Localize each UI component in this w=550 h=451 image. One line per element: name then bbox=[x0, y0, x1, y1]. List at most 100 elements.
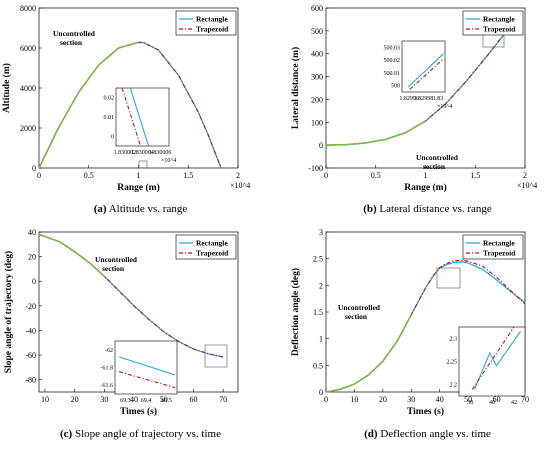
y-tick-label: 6000 bbox=[20, 44, 36, 53]
inset-x-tick-label: 42 bbox=[511, 400, 517, 406]
inset-series-trapezoid bbox=[121, 87, 142, 147]
inset-frame bbox=[458, 326, 526, 397]
legend-label-rectangle: Rectangle bbox=[196, 239, 228, 248]
uncontrolled-section-line bbox=[38, 41, 139, 169]
legend-label-trapezoid: Trapezoid bbox=[483, 25, 516, 34]
x-tick-label: 60 bbox=[189, 395, 197, 404]
inset-series-rectangle bbox=[129, 87, 150, 147]
inset-y-tick-label: 500.03 bbox=[384, 45, 401, 51]
inset-y-tick-label: 500.02 bbox=[384, 58, 401, 64]
y-tick-label: -80 bbox=[25, 376, 36, 385]
legend-label-trapezoid: Trapezoid bbox=[196, 249, 229, 258]
legend-box bbox=[175, 10, 237, 36]
inset-series-rectangle bbox=[407, 53, 444, 88]
y-tick-label: 0.5 bbox=[313, 361, 323, 370]
y-tick-label: 0 bbox=[32, 164, 36, 173]
uncontrolled-section-line bbox=[325, 120, 426, 146]
y-axis-label: Altitude (m) bbox=[1, 63, 12, 113]
legend-label-rectangle: Rectangle bbox=[483, 239, 515, 248]
y-tick-label: 100 bbox=[311, 118, 323, 127]
uncontrolled-section-line bbox=[325, 314, 413, 393]
inset-y-tick-label: -62 bbox=[105, 348, 113, 354]
x-tick-label: 0.5 bbox=[84, 171, 94, 180]
zoom-box bbox=[436, 267, 461, 289]
inset-x-multiplier: ×10^4 bbox=[437, 104, 452, 110]
annotation-text: Uncontrolled bbox=[53, 29, 96, 38]
chart-a: 0 0.5 1 1.5 2 0 2000 4000 6000 8000 ×10^4 Range (m)… bbox=[1, 4, 250, 215]
x-tick-label: 50 bbox=[464, 395, 472, 404]
x-axis-label: Range (m) bbox=[404, 182, 446, 193]
caption-text: Lateral distance vs. range bbox=[377, 203, 492, 215]
caption-letter: (a) bbox=[94, 203, 107, 215]
y-tick-label: 1.5 bbox=[313, 308, 323, 317]
inset-y-tick-label: 2.25 bbox=[447, 360, 458, 366]
inset-series-rectangle bbox=[118, 356, 176, 376]
caption-b: (b) Lateral distance vs. range bbox=[363, 203, 492, 215]
y-tick-label: 1 bbox=[319, 335, 323, 344]
inset-x-tick-label: 1.830004 bbox=[131, 150, 154, 156]
inset-y-tick-label: 0.01 bbox=[104, 115, 115, 121]
inset-x-tick-label: 69.5 bbox=[161, 398, 172, 404]
uncontrolled-section-line bbox=[38, 233, 105, 277]
inset-y-tick-label: 0 bbox=[111, 134, 114, 140]
x-tick-label: 0 bbox=[37, 171, 41, 180]
x-tick-label: 10 bbox=[350, 395, 358, 404]
annotation-text: Uncontrolled bbox=[95, 255, 138, 264]
inset-series-trapezoid bbox=[409, 58, 444, 90]
y-tick-label: 8000 bbox=[20, 4, 36, 13]
caption-letter: (c) bbox=[60, 428, 73, 440]
x-tick-label: 40 bbox=[130, 395, 138, 404]
x-tick-label: 30 bbox=[100, 395, 108, 404]
y-tick-label: -20 bbox=[25, 302, 36, 311]
x-tick-label: 60 bbox=[493, 395, 501, 404]
y-tick-label: 400 bbox=[311, 50, 323, 59]
y-tick-label: -60 bbox=[25, 351, 36, 360]
annotation-text: section bbox=[345, 312, 368, 321]
y-axis-label: Slope angle of trajectory (deg) bbox=[3, 251, 14, 373]
x-tick-label: 2 bbox=[236, 171, 240, 180]
zoom-box bbox=[138, 160, 148, 169]
inset-x-tick-label: 69.4 bbox=[141, 398, 152, 404]
legend-label-trapezoid: Trapezoid bbox=[196, 25, 229, 34]
inset-c: 69.3 69.4 69.5 -61.6 -61.8 -62 bbox=[101, 340, 178, 404]
y-tick-label: 2000 bbox=[20, 124, 36, 133]
x-tick-label: 0 bbox=[324, 171, 328, 180]
y-tick-label: 20 bbox=[28, 253, 36, 262]
y-tick-label: 2.5 bbox=[313, 255, 323, 264]
x-tick-label: 40 bbox=[436, 395, 444, 404]
legend-label-trapezoid: Trapezoid bbox=[483, 249, 516, 258]
y-tick-label: 300 bbox=[311, 73, 323, 82]
caption-text: Slope angle of trajectory vs. time bbox=[72, 428, 221, 440]
legend-box bbox=[462, 10, 524, 36]
inset-x-tick-label: 40 bbox=[489, 400, 495, 406]
y-tick-label: 0 bbox=[319, 388, 323, 397]
inset-series-rectangle bbox=[473, 330, 522, 390]
x-tick-label: 20 bbox=[71, 395, 79, 404]
x-tick-label: 0 bbox=[324, 395, 328, 404]
legend-label-rectangle: Rectangle bbox=[483, 15, 515, 24]
x-tick-label: 70 bbox=[521, 395, 529, 404]
inset-x-tick-label: 1.82996 bbox=[399, 96, 419, 102]
x-tick-label: 1 bbox=[137, 171, 141, 180]
inset-y-tick-label: 2.2 bbox=[450, 383, 458, 389]
annotation-text: Uncontrolled bbox=[338, 303, 381, 312]
inset-d: 38 40 42 2.2 2.25 2.3 bbox=[447, 326, 526, 406]
caption-letter: (b) bbox=[363, 203, 377, 215]
caption-letter: (d) bbox=[364, 428, 378, 440]
x-tick-label: 1.5 bbox=[470, 171, 480, 180]
annotation-text: Uncontrolled bbox=[416, 153, 459, 162]
inset-y-tick-label: -61.8 bbox=[101, 366, 114, 372]
inset-x-tick-label: 1.83 bbox=[433, 96, 444, 102]
annotation-text: section bbox=[60, 38, 83, 47]
x-tick-label: 1.5 bbox=[183, 171, 193, 180]
caption-c: (c) Slope angle of trajectory vs. time bbox=[60, 428, 221, 440]
y-tick-label: 500 bbox=[311, 27, 323, 36]
annotation-text: section bbox=[423, 162, 446, 171]
chart-c: 10 20 30 40 50 60 70 -80 -60 -40 -20 0 20 40 Times (s)… bbox=[3, 228, 239, 440]
x-tick-label: 1 bbox=[424, 171, 428, 180]
inset-x-tick-label: 1.830002 bbox=[114, 150, 137, 156]
